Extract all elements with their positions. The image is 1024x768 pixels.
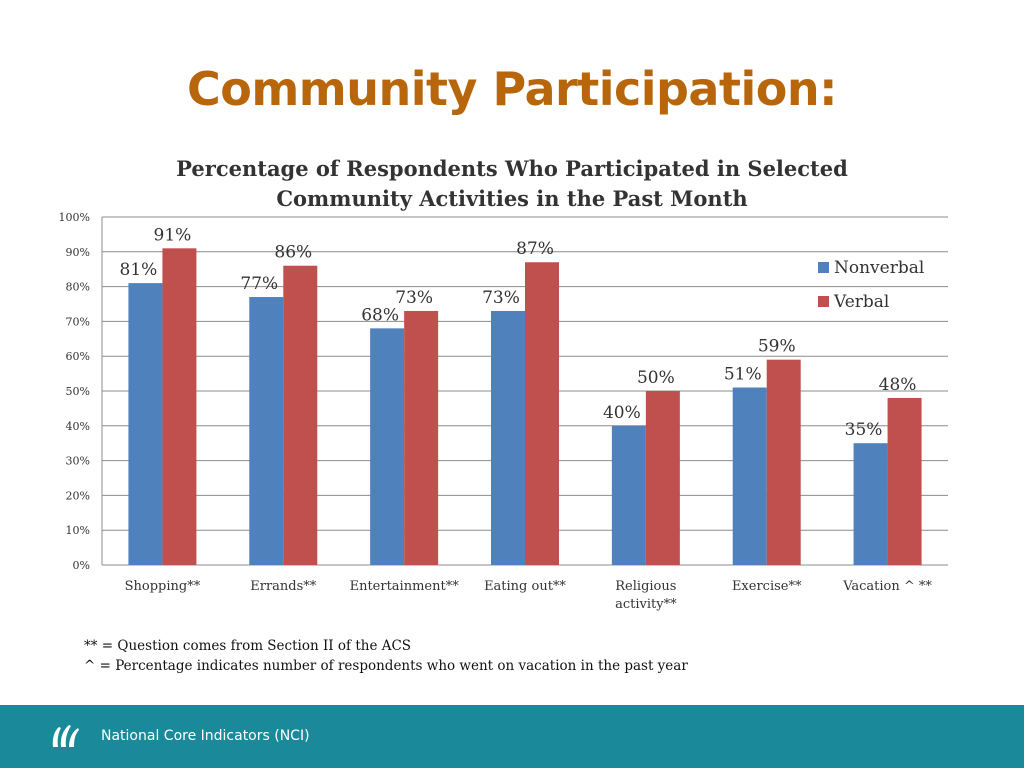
legend-swatch-nonverbal [818, 262, 829, 273]
y-tick-label: 100% [59, 211, 90, 224]
bar-verbal [887, 397, 922, 565]
bar-nonverbal [853, 443, 888, 565]
y-tick-label: 20% [66, 489, 90, 502]
chart-title-line: Percentage of Respondents Who Participat… [176, 156, 848, 181]
data-label: 59% [758, 337, 796, 357]
bar-verbal [525, 262, 559, 565]
x-tick-label: Vacation ^ ** [842, 579, 932, 594]
bar-nonverbal [491, 310, 525, 565]
data-label: 68% [361, 305, 399, 325]
data-label: 87% [516, 239, 554, 259]
bar-nonverbal [370, 328, 405, 565]
participation-bar-chart: Percentage of Respondents Who Participat… [59, 156, 948, 612]
y-tick-label: 0% [73, 559, 90, 572]
y-tick-label: 70% [66, 315, 90, 328]
footnote-section-ii: ** = Question comes from Section II of t… [84, 638, 412, 654]
legend-label-nonverbal: Nonverbal [834, 258, 924, 278]
x-tick-label: activity** [615, 597, 677, 612]
data-label: 73% [395, 288, 433, 308]
bar-verbal [645, 391, 680, 565]
nci-logo-icon [52, 725, 79, 747]
slide-title: Community Participation: [187, 62, 837, 116]
legend-swatch-verbal [818, 296, 829, 307]
legend-label-verbal: Verbal [833, 292, 889, 312]
y-tick-label: 90% [66, 246, 90, 259]
bar-nonverbal [128, 283, 163, 565]
data-label: 50% [637, 368, 675, 388]
data-label: 81% [120, 260, 158, 280]
bar-nonverbal [732, 387, 767, 565]
footnotes: ** = Question comes from Section II of t… [84, 636, 688, 676]
data-label: 86% [274, 243, 312, 263]
data-label: 73% [482, 288, 520, 308]
y-tick-label: 50% [66, 385, 90, 398]
data-label: 48% [879, 375, 917, 395]
data-label: 40% [603, 403, 641, 423]
footer-bar: National Core Indicators (NCI) [0, 705, 1024, 768]
bar-nonverbal [611, 425, 646, 565]
data-label: 91% [154, 225, 192, 245]
bar-nonverbal [249, 297, 284, 565]
y-tick-label: 60% [66, 350, 90, 363]
x-tick-label: Exercise** [732, 579, 802, 594]
y-tick-label: 30% [66, 455, 90, 468]
y-tick-label: 80% [66, 281, 90, 294]
bar-verbal [283, 265, 318, 565]
y-tick-label: 40% [66, 420, 90, 433]
y-tick-label: 10% [66, 524, 90, 537]
footnote-vacation: ^ = Percentage indicates number of respo… [84, 658, 688, 674]
data-label: 77% [240, 274, 278, 294]
bar-verbal [162, 248, 197, 565]
footer-text: National Core Indicators (NCI) [101, 728, 310, 744]
x-tick-label: Entertainment** [350, 579, 460, 594]
data-label: 35% [845, 420, 883, 440]
x-tick-label: Religious [615, 579, 676, 594]
bar-verbal [404, 310, 439, 565]
data-label: 51% [724, 365, 762, 385]
x-tick-label: Shopping** [125, 579, 201, 594]
bar-verbal [766, 359, 801, 565]
chart-title-line: Community Activities in the Past Month [276, 186, 747, 211]
x-tick-label: Errands** [250, 579, 317, 594]
x-tick-label: Eating out** [484, 579, 566, 594]
